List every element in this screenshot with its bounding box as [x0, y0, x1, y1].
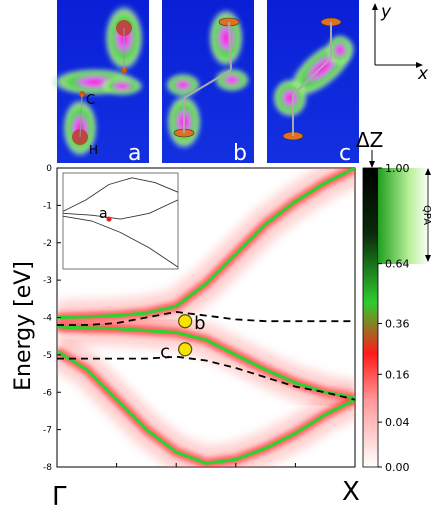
inset-band-1 — [62, 199, 179, 220]
band-line-2 — [57, 349, 355, 465]
y-tick-label: -2 — [43, 239, 52, 249]
colorbar-tick-label: 0.04 — [385, 416, 410, 429]
y-tick-label: -1 — [43, 201, 52, 211]
y-tick-label: -5 — [43, 351, 52, 361]
orbital-panel-a: C H a — [51, 0, 149, 166]
main-plot: 0-1-2-3-4-5-6-7-8 bc Energy [eV] Γ X a — [11, 164, 360, 509]
band-point-b — [178, 314, 193, 329]
y-tick-label: -3 — [43, 276, 52, 286]
panel-b-label: b — [233, 141, 247, 166]
inset-bands — [62, 177, 179, 268]
dashed-lines — [57, 310, 355, 401]
colorbar-tick-label: 1.00 — [385, 162, 410, 175]
y-tick-label: -7 — [43, 426, 52, 436]
dashed-band-0 — [57, 310, 355, 326]
colorbar-gradient — [362, 167, 379, 468]
x-tick-gamma: Γ — [52, 482, 67, 509]
orbital-panel-c: c — [267, 0, 359, 166]
qpa-band — [378, 168, 430, 264]
y-tick-label: 0 — [46, 164, 52, 174]
inset-point — [106, 216, 112, 222]
x-tick-x: X — [342, 477, 360, 507]
y-axis-label: Energy [eV] — [11, 261, 36, 391]
inset-frame — [62, 172, 179, 270]
band-point-c — [178, 342, 193, 357]
colorbar: ΔZ 1.00 0.64 0.36 0.16 0.04 0.00 QPA — [356, 128, 432, 474]
inset-point-label: a — [99, 206, 108, 222]
band-lines — [57, 168, 355, 465]
orbital-panel-b: b — [162, 0, 254, 166]
band-line-0 — [57, 168, 355, 320]
atom-h-label: H — [89, 143, 98, 157]
inset-plot: a — [62, 172, 179, 270]
colorbar-ticks: 1.00 0.64 0.36 0.16 0.04 0.00 — [378, 162, 410, 474]
panel-a-label: a — [128, 141, 141, 166]
colorbar-tick-label: 0.36 — [385, 317, 410, 330]
colorbar-title: ΔZ — [356, 128, 383, 152]
y-tick-label: -6 — [43, 388, 52, 398]
inset-band-0 — [62, 215, 179, 268]
y-ticks: 0 -1 -2 -3 -4 -5 -6 -7 -8 — [43, 164, 296, 473]
atom-c-label: C — [86, 93, 95, 108]
qpa-label: QPA — [421, 205, 432, 225]
band-line-1 — [57, 325, 355, 400]
panel-c-label: c — [339, 141, 351, 166]
y-tick-label: -8 — [43, 463, 52, 473]
axis-x-label: x — [417, 64, 429, 84]
colorbar-tick-label: 0.64 — [385, 258, 410, 271]
band-point-label: c — [160, 341, 170, 362]
colorbar-tick-label: 0.16 — [385, 368, 410, 381]
axis-y-label: y — [380, 2, 392, 22]
axes-icon: y x — [372, 2, 429, 84]
band-points: bc — [160, 313, 205, 362]
colorbar-tick-label: 0.00 — [385, 461, 410, 474]
dashed-band-1 — [57, 355, 355, 401]
band-point-label: b — [194, 313, 205, 334]
inset-band-2 — [62, 177, 179, 212]
y-tick-label: -4 — [43, 314, 52, 324]
